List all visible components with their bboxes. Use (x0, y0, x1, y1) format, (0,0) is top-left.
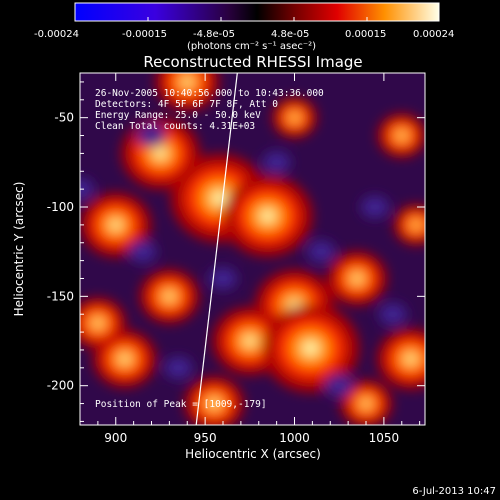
heatmap-blob (154, 148, 167, 159)
x-axis-ticks: 900 950 1000 1050 (97, 73, 421, 445)
colorbar-gradient (74, 2, 440, 22)
plot-title: Reconstructed RHESSI Image (143, 53, 362, 71)
heatmap-blob (120, 355, 129, 363)
heatmap-blob (165, 292, 174, 300)
heatmap-negative-region (307, 240, 336, 263)
info-total-counts: Clean Total counts: 4.31E+03 (95, 121, 255, 132)
x-tick-label: 1000 (279, 431, 310, 445)
colorbar: -0.00024 -0.00015 -4.8e-05 4.8e-05 0.000… (34, 2, 454, 52)
x-tick-label: 950 (194, 431, 217, 445)
heatmap-blob (292, 115, 297, 120)
heatmap-blob (413, 222, 419, 227)
y-tick-label: -100 (47, 200, 74, 214)
info-detectors: Detectors: 4F 5F 6F 7F 8F, Att 0 (95, 99, 278, 110)
heatmap-negative-region (128, 240, 157, 263)
x-tick-label: 1050 (369, 431, 400, 445)
colorbar-tick-label: -4.8e-05 (193, 29, 235, 40)
heatmap-negative-region (80, 178, 94, 201)
info-time-range: 26-Nov-2005 10:40:56.000 to 10:43:36.000 (95, 88, 324, 99)
heatmap-blob (210, 400, 218, 408)
heatmap-blob (94, 320, 102, 327)
colorbar-tick-label: 0.00024 (413, 29, 454, 40)
y-tick-label: -50 (54, 111, 74, 125)
footer-date: 6-Jul-2013 10:47 (412, 486, 496, 497)
heatmap-negative-region (262, 151, 291, 174)
heatmap-negative-region (164, 356, 193, 379)
heatmap-blob (110, 220, 121, 230)
heatmap-negative-region (209, 267, 238, 290)
heatmap-negative-region (325, 374, 354, 397)
heatmap-blob (183, 78, 192, 86)
heatmap-negative-region (360, 196, 389, 219)
heatmap-blob (406, 354, 416, 364)
heatmap-blob (211, 191, 228, 206)
x-tick-label: 900 (104, 431, 127, 445)
heatmap-blob (244, 336, 256, 346)
y-tick-label: -200 (47, 379, 74, 393)
plot-area: 26-Nov-2005 10:40:56.000 to 10:43:36.000… (79, 72, 426, 426)
x-axis-label: Heliocentric X (arcsec) (185, 447, 321, 461)
colorbar-tick-label: -0.00015 (122, 29, 167, 40)
heatmap-image (80, 73, 425, 425)
peak-position-label: Position of Peak = [1009,-179] (95, 399, 267, 410)
colorbar-tick-label: 0.00015 (345, 29, 386, 40)
solar-limb-line (195, 73, 238, 425)
heatmap-negative-region (378, 303, 407, 326)
y-axis-label: Heliocentric Y (arcsec) (12, 182, 26, 317)
y-axis-ticks: -50 -100 -150 -200 (47, 81, 425, 422)
colorbar-tick-label: -0.00024 (34, 29, 79, 40)
heatmap-negative-region (137, 124, 166, 147)
heatmap-blob (302, 341, 319, 356)
heatmap-blob (362, 400, 370, 407)
y-tick-label: -150 (47, 289, 74, 303)
heatmap-blob (353, 274, 361, 282)
info-energy-range: Energy Range: 25.0 - 50.0 keV (95, 110, 261, 121)
colorbar-units: (photons cm⁻² s⁻¹ asec⁻²) (187, 41, 316, 52)
colorbar-tick-label: 4.8e-05 (271, 29, 309, 40)
heatmap-blob (399, 133, 405, 138)
plot-frame (79, 72, 426, 426)
heatmap-blob (260, 209, 275, 223)
